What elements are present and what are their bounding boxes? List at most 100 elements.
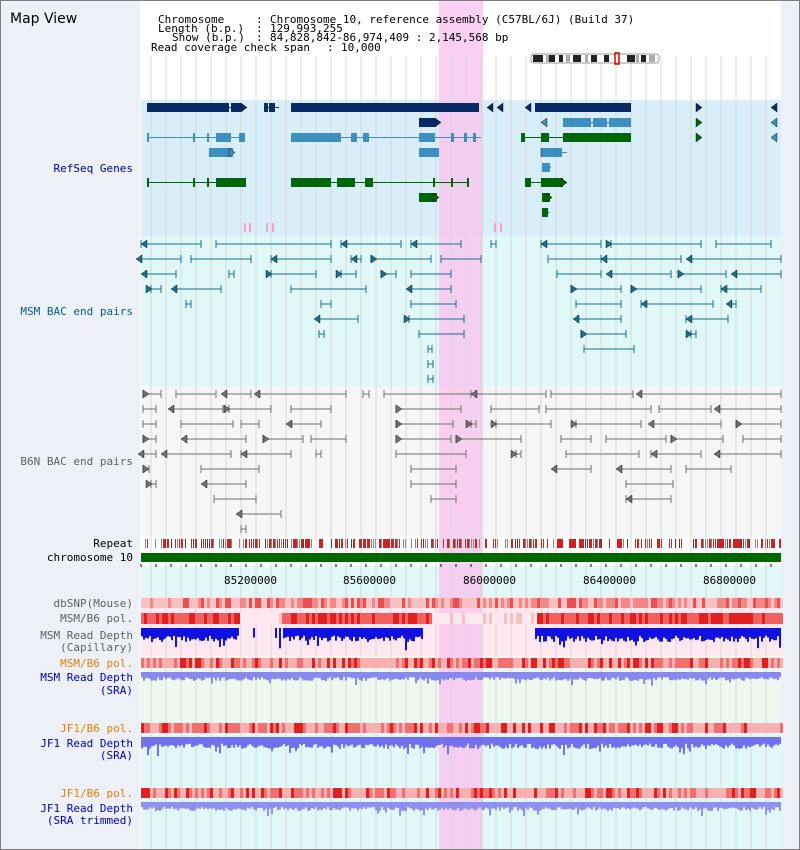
heat-cell	[225, 613, 228, 624]
refseq-pink-mark	[244, 223, 246, 232]
heat-cell	[690, 788, 693, 798]
depth-bar	[143, 628, 145, 640]
label-refseq-genes: RefSeq Genes	[53, 162, 133, 175]
heat-cell	[546, 788, 549, 798]
depth-bar	[163, 802, 165, 807]
depth-bar	[601, 628, 603, 645]
repeat-mark	[707, 539, 708, 548]
heat-cell	[594, 613, 597, 624]
repeat-mark	[171, 539, 172, 548]
heat-cell	[381, 598, 384, 608]
depth-bar	[149, 802, 151, 808]
heat-cell	[246, 723, 249, 733]
depth-bar	[155, 628, 157, 639]
gene-exon	[419, 133, 435, 142]
strand-arrow	[605, 239, 613, 249]
heat-cell	[756, 788, 759, 798]
heat-cell	[714, 723, 717, 733]
heat-cell	[255, 613, 258, 624]
repeat-mark	[709, 539, 711, 548]
heat-cell	[336, 723, 339, 733]
depth-bar	[245, 672, 247, 678]
depth-bar	[595, 737, 597, 749]
depth-bar	[441, 672, 443, 680]
depth-bar	[599, 628, 601, 640]
heat-cell	[594, 723, 597, 733]
heat-cell	[717, 598, 720, 608]
depth-bar	[545, 737, 547, 749]
depth-bar	[325, 802, 327, 810]
heat-cell	[198, 613, 201, 624]
strand-arrow	[635, 389, 643, 399]
repeat-mark	[641, 539, 642, 548]
depth-bar	[347, 737, 349, 747]
gene-exon	[563, 118, 583, 127]
depth-bar	[291, 737, 293, 748]
heat-cell	[444, 658, 447, 668]
depth-bar	[557, 737, 559, 748]
label-jf1-depth-sra-2: (SRA)	[99, 749, 133, 762]
depth-bar	[219, 628, 221, 647]
depth-bar	[573, 802, 575, 810]
heat-cell	[216, 613, 219, 624]
depth-bar	[229, 672, 231, 679]
depth-bar	[569, 737, 571, 748]
heat-cell	[594, 598, 597, 608]
heat-cell	[201, 658, 204, 668]
depth-bar	[413, 672, 415, 678]
refseq-pink-mark	[266, 223, 268, 232]
ideogram-position-marker	[614, 52, 620, 65]
depth-bar	[409, 628, 411, 640]
heat-cell	[477, 788, 480, 798]
heat-cell	[384, 598, 387, 608]
heat-cell	[399, 658, 402, 668]
repeat-mark	[519, 539, 520, 548]
heat-cell	[525, 598, 528, 608]
heat-cell	[678, 613, 681, 624]
heat-cell	[585, 658, 588, 668]
depth-bar	[657, 672, 659, 678]
strand-arrow	[395, 434, 403, 444]
heat-cell	[498, 613, 501, 624]
depth-bar	[725, 802, 727, 809]
heat-cell	[222, 723, 225, 733]
depth-bar	[701, 672, 703, 681]
depth-bar	[363, 802, 365, 808]
strand-arrow	[340, 239, 348, 249]
depth-bar	[421, 628, 423, 640]
strand-arrow	[137, 449, 145, 459]
heat-cell	[225, 598, 228, 608]
depth-bar	[565, 628, 567, 641]
heat-cell	[213, 598, 216, 608]
gene-exon	[433, 178, 435, 187]
heat-cell	[156, 613, 159, 624]
heat-cell	[708, 658, 711, 668]
depth-bar	[425, 737, 427, 748]
depth-bar	[337, 628, 339, 637]
depth-bar	[211, 737, 213, 745]
heat-cell	[189, 598, 192, 608]
depth-bar	[421, 672, 423, 680]
heat-cell	[273, 598, 276, 608]
depth-bar	[661, 628, 663, 642]
depth-bar	[561, 802, 563, 810]
depth-bar	[659, 628, 661, 642]
repeat-mark	[505, 539, 506, 548]
repeat-mark	[527, 539, 528, 548]
depth-bar	[229, 628, 231, 639]
heat-cell	[342, 658, 345, 668]
depth-bar	[707, 628, 709, 640]
heat-cell	[153, 658, 156, 668]
depth-bar	[333, 672, 335, 678]
heat-cell	[759, 613, 762, 624]
depth-bar	[365, 737, 367, 745]
heat-cell	[561, 658, 564, 668]
depth-bar	[657, 737, 659, 748]
repeat-mark	[371, 539, 372, 548]
heat-cell	[309, 788, 312, 798]
depth-bar	[601, 737, 603, 744]
depth-bar	[249, 802, 251, 809]
heat-cell	[447, 613, 450, 624]
depth-bar	[741, 628, 743, 637]
